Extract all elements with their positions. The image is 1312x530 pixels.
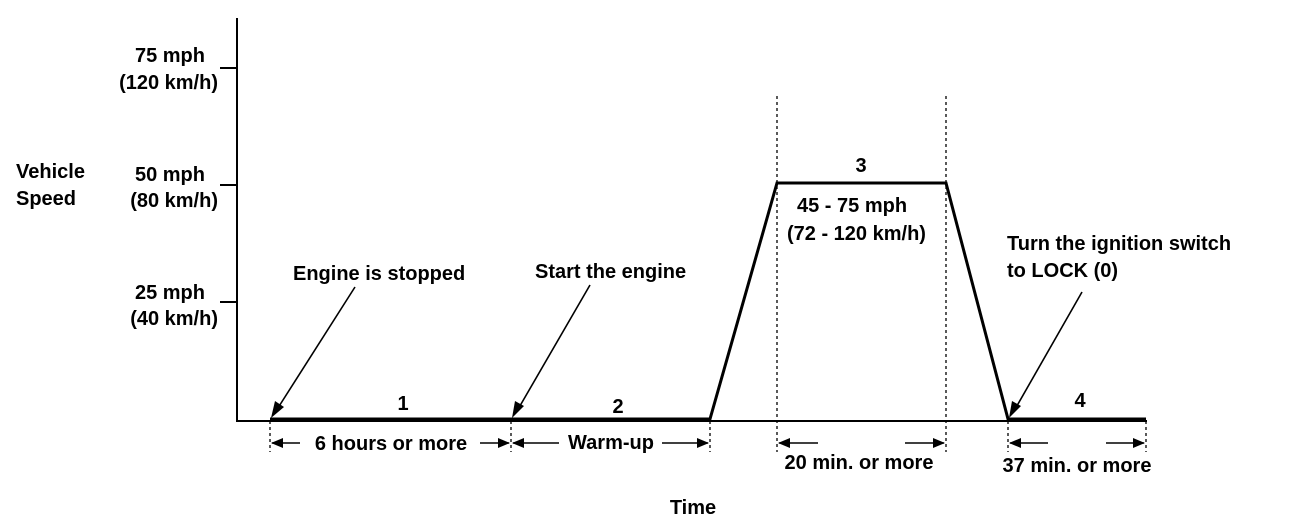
phase-3-speed-kmh: (72 - 120 km/h) bbox=[787, 223, 926, 245]
phase-3-number: 3 bbox=[855, 155, 866, 177]
y-axis-title-line1: Vehicle bbox=[16, 161, 85, 183]
y-tick-label-25-mph: 25 mph bbox=[135, 282, 205, 304]
ignition-pointer bbox=[1009, 291, 1083, 418]
phase-4-duration-arrow bbox=[1009, 438, 1145, 448]
y-tick-label-25-kmh: (40 km/h) bbox=[130, 308, 218, 330]
phase-2-duration-label: Warm-up bbox=[568, 432, 654, 454]
ignition-callout-line1: Turn the ignition switch bbox=[1007, 233, 1231, 255]
phase-3-duration-arrow bbox=[778, 438, 945, 448]
ignition-callout-line2: to LOCK (0) bbox=[1007, 260, 1118, 282]
phase-4-duration-label: 37 min. or more bbox=[1003, 455, 1152, 477]
start-engine-callout: Start the engine bbox=[535, 261, 686, 283]
y-tick-label-50-mph: 50 mph bbox=[135, 164, 205, 186]
phase-1-duration-label: 6 hours or more bbox=[315, 433, 467, 455]
phase-1-number: 1 bbox=[397, 393, 408, 415]
phase-4-number: 4 bbox=[1074, 390, 1086, 412]
engine-stopped-pointer bbox=[271, 286, 356, 418]
start-engine-pointer bbox=[512, 284, 591, 418]
y-tick-label-75-mph: 75 mph bbox=[135, 45, 205, 67]
phase-2-duration-arrow bbox=[512, 438, 709, 448]
phase-1-duration-arrow bbox=[271, 438, 510, 448]
phase-3-speed-mph: 45 - 75 mph bbox=[797, 195, 907, 217]
speed-profile-line bbox=[270, 181, 1146, 421]
engine-stopped-callout: Engine is stopped bbox=[293, 263, 465, 285]
phase-2-number: 2 bbox=[612, 396, 623, 418]
phase-3-duration-label: 20 min. or more bbox=[785, 452, 934, 474]
y-tick-label-75-kmh: (120 km/h) bbox=[119, 72, 218, 94]
y-axis-title-line2: Speed bbox=[16, 188, 76, 210]
y-tick-label-50-kmh: (80 km/h) bbox=[130, 190, 218, 212]
x-axis-title: Time bbox=[670, 497, 716, 519]
